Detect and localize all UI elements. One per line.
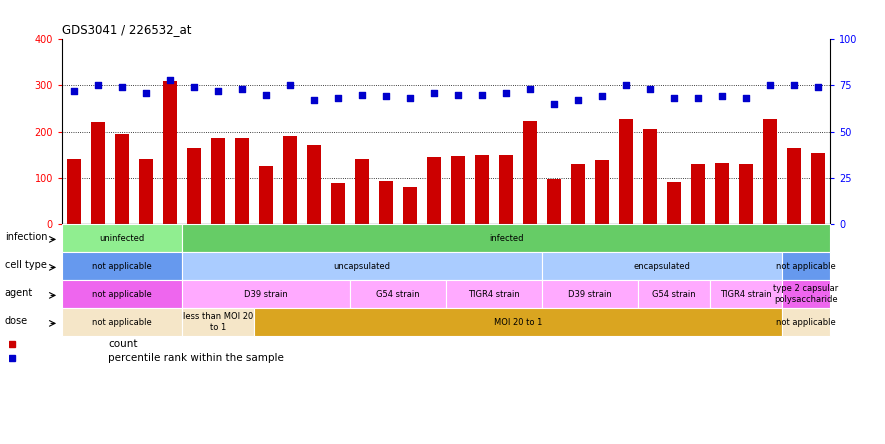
Bar	[115, 134, 128, 224]
Point	[811, 83, 825, 91]
Point	[91, 82, 105, 89]
Point	[667, 95, 681, 102]
Point	[427, 89, 441, 96]
Bar	[283, 136, 296, 224]
Bar	[212, 139, 225, 224]
Point	[163, 76, 177, 83]
Point	[307, 96, 321, 103]
Point	[451, 91, 466, 98]
Bar	[572, 164, 585, 224]
Point	[787, 82, 801, 89]
Point	[619, 82, 633, 89]
Bar	[259, 166, 273, 224]
Point	[691, 95, 705, 102]
Text: agent: agent	[4, 288, 33, 297]
Point	[379, 93, 393, 100]
Bar	[764, 119, 777, 224]
Text: percentile rank within the sample: percentile rank within the sample	[108, 353, 284, 363]
Point	[523, 85, 537, 92]
Point	[571, 96, 585, 103]
Point	[283, 82, 297, 89]
Text: TIGR4 strain: TIGR4 strain	[468, 289, 519, 298]
Point	[259, 91, 273, 98]
Text: not applicable: not applicable	[776, 262, 835, 270]
Bar	[620, 119, 633, 224]
Bar	[691, 164, 704, 224]
Point	[643, 85, 657, 92]
Bar	[812, 153, 825, 224]
Text: G54 strain: G54 strain	[376, 289, 419, 298]
Text: not applicable: not applicable	[92, 317, 152, 326]
Point	[475, 91, 489, 98]
Bar	[788, 148, 801, 224]
Bar	[140, 159, 152, 224]
Point	[763, 82, 777, 89]
Text: uncapsulated: uncapsulated	[334, 262, 390, 270]
Text: infection: infection	[4, 232, 47, 242]
Bar	[643, 129, 657, 224]
Bar	[667, 182, 681, 224]
Bar	[548, 178, 560, 224]
Point	[211, 87, 225, 95]
Bar	[356, 159, 368, 224]
Text: not applicable: not applicable	[92, 262, 152, 270]
Point	[403, 95, 417, 102]
Point	[739, 95, 753, 102]
Bar	[427, 157, 441, 224]
Bar	[380, 181, 393, 224]
Point	[235, 85, 249, 92]
Text: not applicable: not applicable	[776, 317, 835, 326]
Text: D39 strain: D39 strain	[568, 289, 612, 298]
Bar	[307, 145, 320, 224]
Text: cell type: cell type	[4, 260, 47, 270]
Bar	[331, 183, 344, 224]
Bar	[235, 139, 249, 224]
Point	[187, 83, 201, 91]
Point	[595, 93, 609, 100]
Bar	[715, 163, 728, 224]
Text: uninfected: uninfected	[99, 234, 144, 242]
Bar	[451, 155, 465, 224]
Bar	[596, 160, 609, 224]
Text: count: count	[108, 339, 138, 349]
Text: infected: infected	[489, 234, 523, 242]
Bar	[67, 159, 81, 224]
Point	[499, 89, 513, 96]
Point	[331, 95, 345, 102]
Bar	[164, 81, 177, 224]
Bar	[739, 164, 752, 224]
Text: type 2 capsular
polysaccharide: type 2 capsular polysaccharide	[773, 284, 839, 304]
Text: MOI 20 to 1: MOI 20 to 1	[494, 317, 543, 326]
Text: less than MOI 20
to 1: less than MOI 20 to 1	[183, 312, 253, 332]
Text: G54 strain: G54 strain	[652, 289, 696, 298]
Point	[715, 93, 729, 100]
Text: not applicable: not applicable	[92, 289, 152, 298]
Bar	[499, 155, 512, 224]
Bar	[188, 148, 201, 224]
Point	[67, 87, 81, 95]
Point	[547, 100, 561, 107]
Bar	[404, 187, 417, 224]
Text: D39 strain: D39 strain	[244, 289, 288, 298]
Text: encapsulated: encapsulated	[634, 262, 690, 270]
Point	[115, 83, 129, 91]
Text: dose: dose	[4, 316, 28, 325]
Point	[355, 91, 369, 98]
Text: TIGR4 strain: TIGR4 strain	[720, 289, 772, 298]
Text: GDS3041 / 226532_at: GDS3041 / 226532_at	[62, 24, 191, 36]
Bar	[523, 121, 536, 224]
Bar	[91, 122, 104, 224]
Bar	[475, 155, 489, 224]
Point	[139, 89, 153, 96]
